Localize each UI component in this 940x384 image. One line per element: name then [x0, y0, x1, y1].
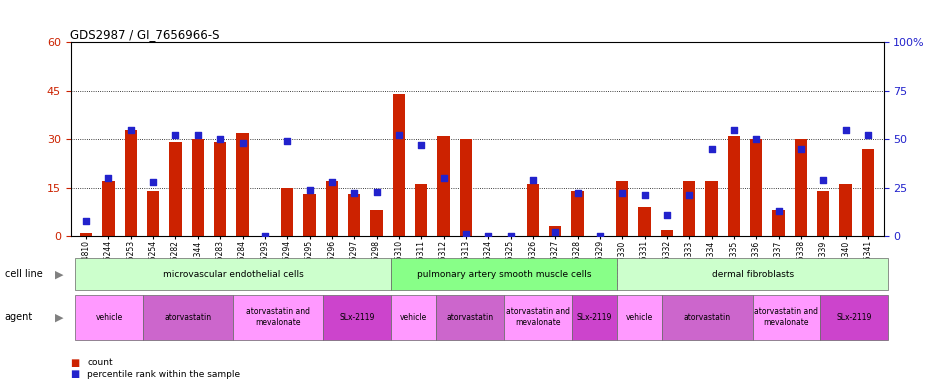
Point: [168, 132, 183, 138]
Text: ■: ■: [70, 358, 80, 368]
Point: [79, 218, 94, 224]
Text: atorvastatin: atorvastatin: [446, 313, 494, 322]
Point: [302, 187, 317, 193]
Text: ▶: ▶: [55, 269, 63, 279]
Bar: [750, 139, 762, 236]
Bar: [393, 94, 405, 236]
Point: [436, 175, 451, 181]
Text: count: count: [87, 358, 113, 367]
Bar: [415, 184, 428, 236]
Point: [347, 190, 362, 197]
Text: microvascular endothelial cells: microvascular endothelial cells: [163, 270, 304, 279]
Point: [212, 136, 227, 142]
Point: [771, 208, 786, 214]
Bar: [773, 210, 785, 236]
Point: [525, 177, 540, 183]
Point: [146, 179, 161, 185]
Text: vehicle: vehicle: [626, 313, 653, 322]
Bar: [102, 181, 115, 236]
Point: [838, 126, 854, 132]
Text: atorvastatin and
mevalonate: atorvastatin and mevalonate: [246, 308, 310, 327]
Text: cell line: cell line: [5, 269, 42, 279]
Point: [414, 142, 429, 148]
Text: ▶: ▶: [55, 312, 63, 322]
Text: vehicle: vehicle: [400, 313, 428, 322]
Text: vehicle: vehicle: [95, 313, 122, 322]
Point: [480, 233, 495, 239]
Point: [682, 192, 697, 199]
Bar: [572, 191, 584, 236]
Bar: [236, 133, 249, 236]
Text: dermal fibroblasts: dermal fibroblasts: [712, 270, 793, 279]
Point: [749, 136, 764, 142]
Bar: [147, 191, 159, 236]
Bar: [526, 184, 539, 236]
Bar: [862, 149, 874, 236]
Point: [123, 126, 138, 132]
Point: [190, 132, 205, 138]
Point: [727, 126, 742, 132]
Bar: [125, 129, 137, 236]
Point: [324, 179, 339, 185]
Bar: [728, 136, 740, 236]
Text: ■: ■: [70, 369, 80, 379]
Point: [280, 138, 295, 144]
Text: pulmonary artery smooth muscle cells: pulmonary artery smooth muscle cells: [417, 270, 591, 279]
Bar: [281, 188, 293, 236]
Bar: [304, 194, 316, 236]
Point: [793, 146, 808, 152]
Point: [459, 231, 474, 237]
Text: SLx-2119: SLx-2119: [339, 313, 375, 322]
Bar: [460, 139, 472, 236]
Point: [570, 190, 585, 197]
Text: atorvastatin: atorvastatin: [684, 313, 731, 322]
Bar: [638, 207, 650, 236]
Point: [503, 233, 518, 239]
Text: atorvastatin and
mevalonate: atorvastatin and mevalonate: [506, 308, 570, 327]
Point: [659, 212, 674, 218]
Bar: [214, 142, 227, 236]
Point: [704, 146, 719, 152]
Point: [101, 175, 116, 181]
Bar: [839, 184, 852, 236]
Point: [592, 233, 607, 239]
Bar: [705, 181, 718, 236]
Point: [369, 189, 384, 195]
Bar: [348, 194, 360, 236]
Bar: [80, 233, 92, 236]
Point: [615, 190, 630, 197]
Point: [637, 192, 652, 199]
Bar: [795, 139, 807, 236]
Text: SLx-2119: SLx-2119: [577, 313, 612, 322]
Bar: [326, 181, 338, 236]
Text: atorvastatin and
mevalonate: atorvastatin and mevalonate: [755, 308, 819, 327]
Point: [391, 132, 406, 138]
Point: [816, 177, 831, 183]
Bar: [683, 181, 696, 236]
Bar: [192, 139, 204, 236]
Point: [548, 229, 563, 235]
Bar: [616, 181, 628, 236]
Point: [860, 132, 875, 138]
Text: SLx-2119: SLx-2119: [837, 313, 872, 322]
Text: agent: agent: [5, 312, 33, 322]
Bar: [817, 191, 829, 236]
Bar: [370, 210, 383, 236]
Bar: [437, 136, 449, 236]
Point: [235, 140, 250, 146]
Bar: [169, 142, 181, 236]
Text: GDS2987 / GI_7656966-S: GDS2987 / GI_7656966-S: [70, 28, 220, 41]
Bar: [661, 230, 673, 236]
Bar: [549, 227, 561, 236]
Point: [258, 233, 273, 239]
Text: atorvastatin: atorvastatin: [164, 313, 212, 322]
Text: percentile rank within the sample: percentile rank within the sample: [87, 370, 241, 379]
